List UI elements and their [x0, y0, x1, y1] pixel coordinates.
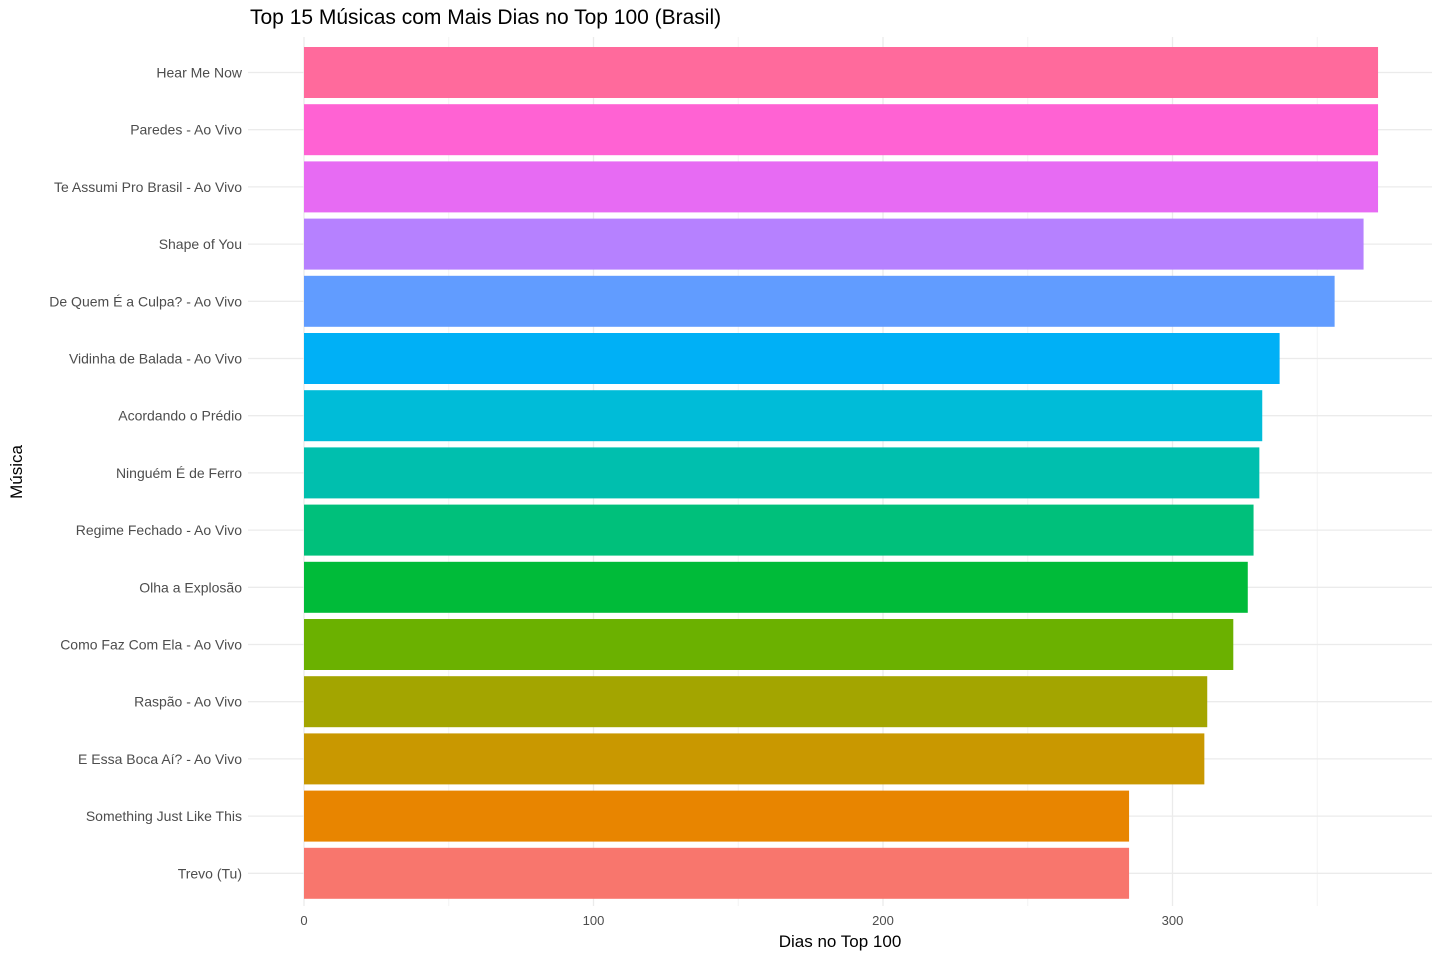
y-tick-label: Hear Me Now [156, 65, 242, 81]
bar [304, 504, 1254, 556]
x-tick-label: 300 [1162, 913, 1184, 928]
bar [304, 390, 1263, 442]
y-tick-label: Regime Fechado - Ao Vivo [76, 522, 242, 538]
y-tick-label: Raspão - Ao Vivo [134, 694, 242, 710]
bar [304, 275, 1335, 327]
y-tick-label: Te Assumi Pro Brasil - Ao Vivo [54, 179, 242, 195]
x-axis-title: Dias no Top 100 [779, 932, 902, 951]
bar [304, 790, 1130, 842]
bar [304, 218, 1364, 270]
y-tick-label: Paredes - Ao Vivo [130, 122, 242, 138]
bar [304, 676, 1208, 728]
bars [304, 47, 1379, 899]
x-tick-labels: 0 100 200 300 [300, 913, 1183, 928]
y-tick-label: E Essa Boca Aí? - Ao Vivo [78, 751, 242, 767]
y-tick-label: Como Faz Com Ela - Ao Vivo [60, 637, 242, 653]
x-tick-label: 0 [300, 913, 307, 928]
x-tick-label: 200 [872, 913, 894, 928]
y-tick-labels: Hear Me Now Paredes - Ao Vivo Te Assumi Pr… [49, 65, 243, 882]
y-tick-label: Acordando o Prédio [118, 408, 242, 424]
bar [304, 733, 1205, 785]
y-tick-label: Trevo (Tu) [178, 865, 242, 881]
bar [304, 619, 1234, 670]
bar [304, 333, 1280, 384]
y-tick-label: Shape of You [159, 236, 242, 252]
y-tick-label: Olha a Explosão [139, 579, 242, 595]
bar [304, 561, 1248, 613]
x-tick-label: 100 [583, 913, 605, 928]
bar [304, 447, 1260, 499]
bar [304, 104, 1379, 156]
y-axis-title: Música [7, 445, 26, 499]
y-tick-label: Ninguém É de Ferro [116, 465, 242, 481]
y-tick-label: De Quem É a Culpa? - Ao Vivo [49, 293, 242, 309]
chart-title: Top 15 Músicas com Mais Dias no Top 100 … [250, 6, 721, 29]
y-tick-label: Something Just Like This [86, 808, 242, 824]
bar [304, 47, 1379, 98]
y-tick-label: Vidinha de Balada - Ao Vivo [69, 351, 242, 367]
bar [304, 161, 1379, 213]
bar [304, 847, 1130, 899]
